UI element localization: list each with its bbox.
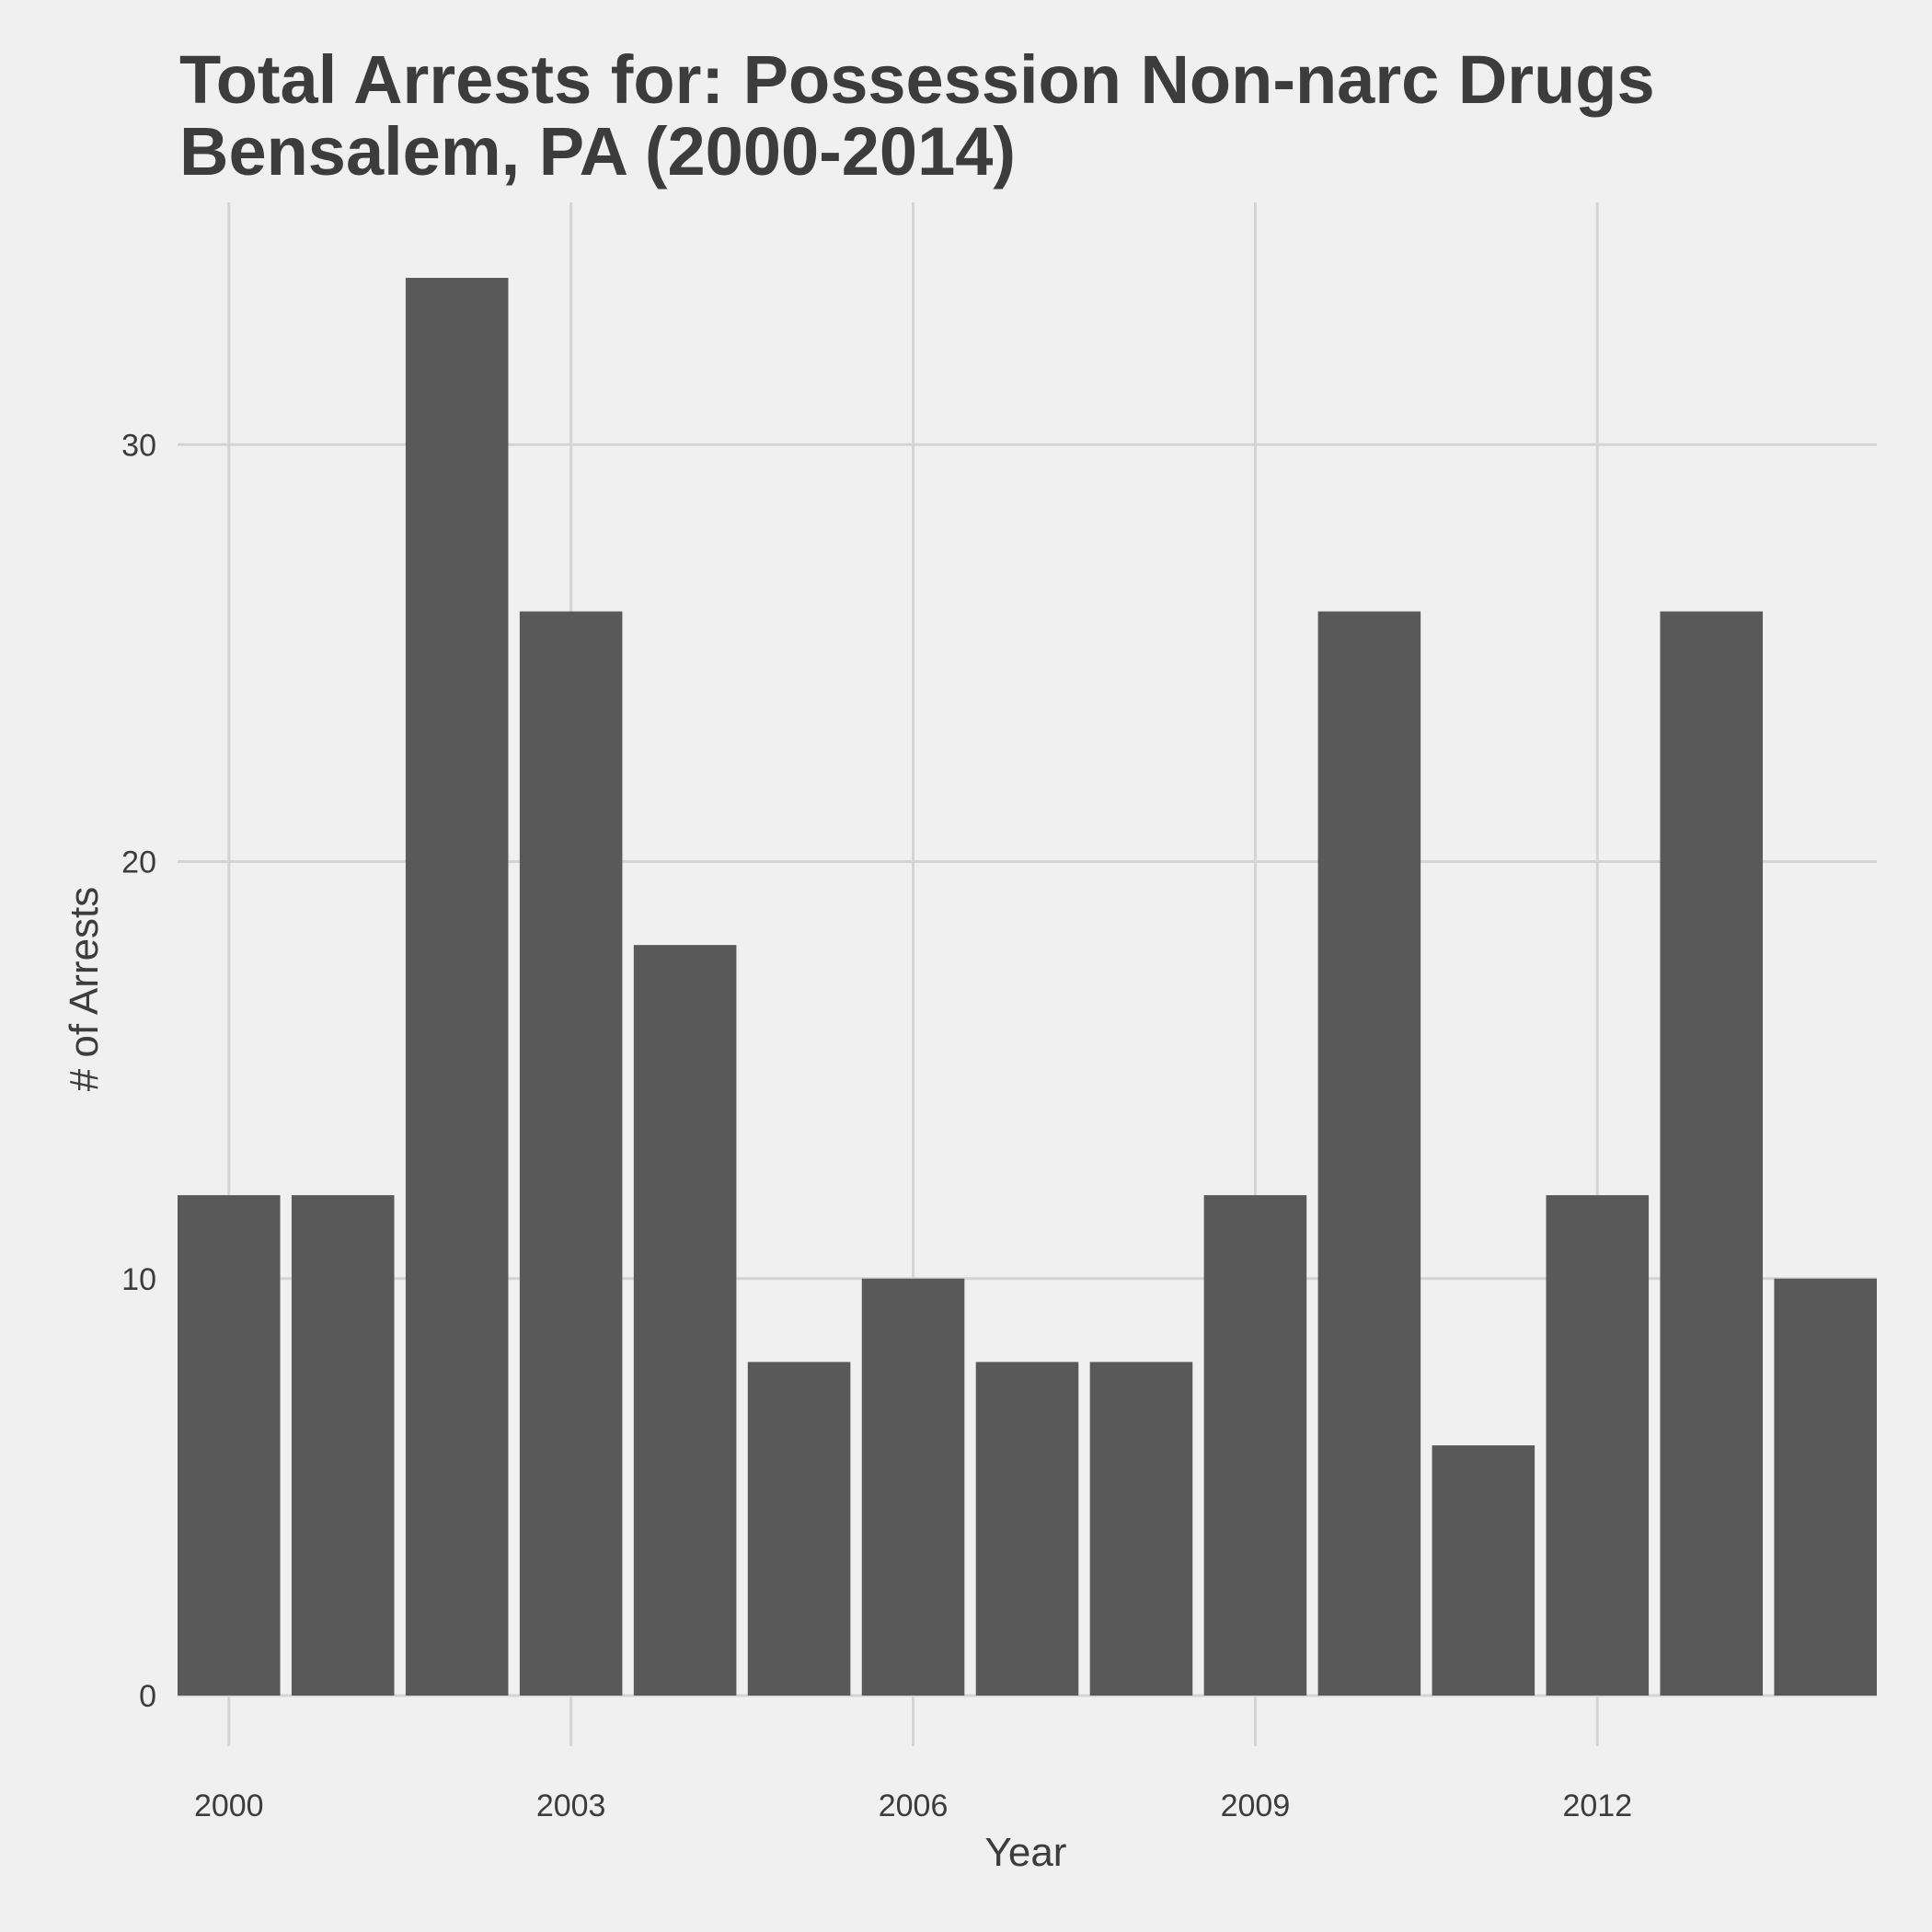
y-tick-label: 0 xyxy=(139,1679,156,1714)
bar xyxy=(1546,1195,1650,1696)
x-axis-title: Year xyxy=(985,1830,1067,1875)
bar xyxy=(178,1195,281,1696)
x-tick-label: 2003 xyxy=(536,1788,606,1823)
bars xyxy=(178,278,1877,1696)
y-axis-title: # of Arrests xyxy=(62,887,107,1092)
bar xyxy=(405,278,509,1696)
chart-title-line: Total Arrests for: Possession Non-narc D… xyxy=(179,41,1655,118)
bar xyxy=(633,945,737,1696)
chart-subtitle: Bensalem, PA (2000-2014) xyxy=(179,113,1017,190)
bar xyxy=(1317,611,1421,1696)
bar xyxy=(291,1195,395,1696)
y-tick-label: 10 xyxy=(121,1262,156,1297)
bar xyxy=(1203,1195,1307,1696)
bar xyxy=(861,1278,965,1696)
x-axis-ticks: 2000 2003 2006 2009 2012 xyxy=(194,1788,1632,1823)
x-tick-label: 2009 xyxy=(1221,1788,1291,1823)
y-tick-label: 30 xyxy=(121,428,156,463)
bar xyxy=(975,1362,1079,1696)
chart-title: Total Arrests for: Possession Non-narc D… xyxy=(179,44,1655,188)
bar xyxy=(747,1362,851,1696)
bar xyxy=(519,611,623,1696)
x-tick-label: 2006 xyxy=(879,1788,949,1823)
y-tick-label: 20 xyxy=(121,845,156,880)
y-axis-ticks: 0 10 20 30 xyxy=(121,428,156,1714)
x-tick-label: 2000 xyxy=(194,1788,264,1823)
bar xyxy=(1774,1278,1877,1696)
bar xyxy=(1089,1362,1193,1696)
bar xyxy=(1660,611,1764,1696)
bar xyxy=(1432,1445,1535,1696)
x-tick-label: 2012 xyxy=(1562,1788,1632,1823)
